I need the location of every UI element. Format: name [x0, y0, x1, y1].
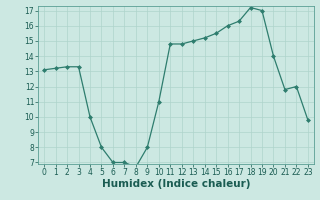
X-axis label: Humidex (Indice chaleur): Humidex (Indice chaleur)	[102, 179, 250, 189]
